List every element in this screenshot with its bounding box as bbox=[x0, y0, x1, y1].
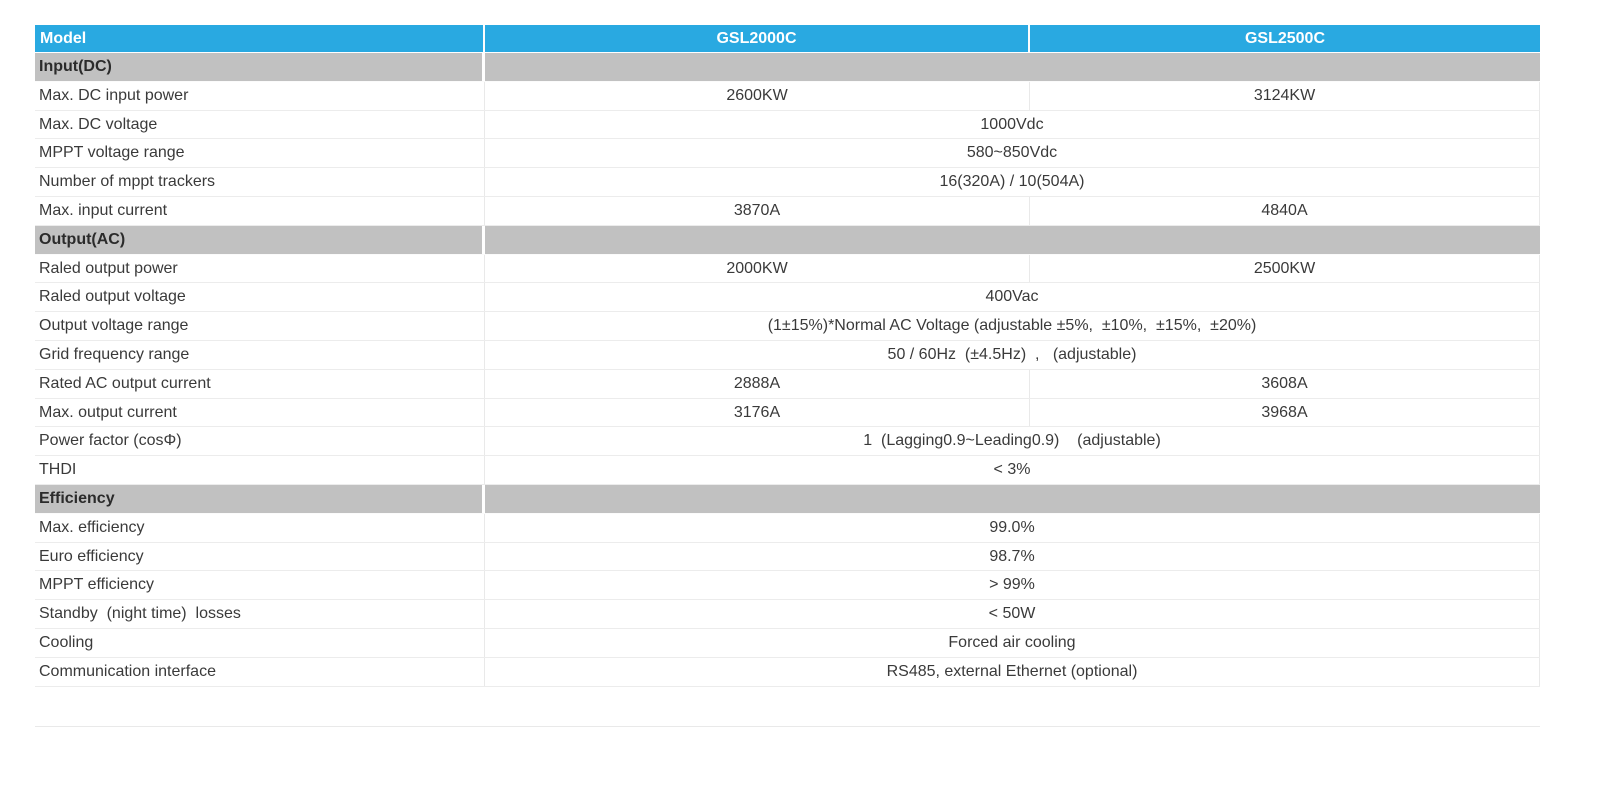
table-row: Communication interface RS485, external E… bbox=[35, 657, 1540, 687]
section-header-row: Output(AC) bbox=[35, 225, 1540, 255]
bottom-divider bbox=[35, 726, 1540, 727]
spec-value-shared: 98.7% bbox=[485, 542, 1540, 571]
spec-value-gsl2500c: 3124KW bbox=[1030, 81, 1540, 110]
spec-value-gsl2000c: 2600KW bbox=[485, 81, 1030, 110]
table-row: Euro efficiency 98.7% bbox=[35, 542, 1540, 572]
spec-value-shared: 1000Vdc bbox=[485, 110, 1540, 139]
table-row: Max. DC input power 2600KW 3124KW bbox=[35, 81, 1540, 111]
table-row: THDI < 3% bbox=[35, 456, 1540, 485]
spec-value-shared: < 50W bbox=[485, 600, 1540, 628]
table-row: Max. input current 3870A 4840A bbox=[35, 196, 1540, 226]
section-title: Output(AC) bbox=[35, 225, 485, 254]
spec-value-shared: < 3% bbox=[485, 456, 1540, 484]
spec-label: Grid frequency range bbox=[35, 340, 485, 369]
table-row: MPPT efficiency > 99% bbox=[35, 571, 1540, 601]
spec-label: Communication interface bbox=[35, 657, 485, 686]
spec-value-shared: (1±15%)*Normal AC Voltage (adjustable ±5… bbox=[485, 312, 1540, 340]
table-row: Raled output voltage 400Vac bbox=[35, 283, 1540, 313]
spec-label: Max. DC input power bbox=[35, 81, 485, 110]
spec-label: Raled output voltage bbox=[35, 283, 485, 312]
spec-label: Cooling bbox=[35, 628, 485, 657]
spec-label: MPPT voltage range bbox=[35, 139, 485, 168]
spec-label: Max. DC voltage bbox=[35, 110, 485, 139]
spec-value-shared: RS485, external Ethernet (optional) bbox=[485, 657, 1540, 686]
spec-label: Euro efficiency bbox=[35, 542, 485, 571]
spec-value-gsl2500c: 2500KW bbox=[1030, 254, 1540, 283]
table-row: Output voltage range (1±15%)*Normal AC Vo… bbox=[35, 312, 1540, 341]
section-filler bbox=[485, 485, 1540, 513]
spec-label: Raled output power bbox=[35, 254, 485, 283]
table-row: MPPT voltage range 580~850Vdc bbox=[35, 139, 1540, 169]
table-row: Raled output power 2000KW 2500KW bbox=[35, 254, 1540, 284]
spec-label: Max. efficiency bbox=[35, 513, 485, 542]
section-title: Input(DC) bbox=[35, 53, 485, 81]
spec-value-gsl2500c: 4840A bbox=[1030, 196, 1540, 225]
spec-value-shared: > 99% bbox=[485, 571, 1540, 600]
table-row: Standby (night time) losses < 50W bbox=[35, 600, 1540, 629]
spec-value-shared: 16(320A) / 10(504A) bbox=[485, 168, 1540, 196]
spec-label: Max. input current bbox=[35, 196, 485, 225]
column-header-row: Model GSL2000C GSL2500C bbox=[35, 25, 1540, 53]
spec-value-shared: 580~850Vdc bbox=[485, 139, 1540, 168]
section-header-row: Efficiency bbox=[35, 484, 1540, 514]
section-filler bbox=[485, 53, 1540, 81]
table-row: Rated AC output current 2888A 3608A bbox=[35, 369, 1540, 399]
spec-label: MPPT efficiency bbox=[35, 571, 485, 600]
section-header-row: Input(DC) bbox=[35, 53, 1540, 82]
table-row: Cooling Forced air cooling bbox=[35, 628, 1540, 658]
spec-value-gsl2000c: 3176A bbox=[485, 398, 1030, 427]
spec-value-gsl2000c: 2000KW bbox=[485, 254, 1030, 283]
spec-label: Standby (night time) losses bbox=[35, 600, 485, 628]
table-row: Max. DC voltage 1000Vdc bbox=[35, 110, 1540, 140]
table-row: Number of mppt trackers 16(320A) / 10(504… bbox=[35, 168, 1540, 197]
spec-label: Power factor (cosΦ) bbox=[35, 427, 485, 456]
spec-label: Output voltage range bbox=[35, 312, 485, 340]
spec-label: Max. output current bbox=[35, 398, 485, 427]
spec-label: THDI bbox=[35, 456, 485, 484]
spec-label: Rated AC output current bbox=[35, 369, 485, 398]
spec-value-shared: 1 (Lagging0.9~Leading0.9) (adjustable) bbox=[485, 427, 1540, 456]
spec-label: Number of mppt trackers bbox=[35, 168, 485, 196]
column-header-gsl2000c: GSL2000C bbox=[485, 25, 1030, 52]
spec-value-shared: 50 / 60Hz (±4.5Hz) , (adjustable) bbox=[485, 340, 1540, 369]
column-header-model: Model bbox=[35, 25, 485, 52]
table-row: Max. efficiency 99.0% bbox=[35, 513, 1540, 543]
spec-value-gsl2000c: 3870A bbox=[485, 196, 1030, 225]
spec-value-gsl2000c: 2888A bbox=[485, 369, 1030, 398]
spec-table-body: Input(DC) Max. DC input power 2600KW 3124KW… bbox=[35, 53, 1540, 687]
section-title: Efficiency bbox=[35, 484, 485, 513]
table-row: Grid frequency range 50 / 60Hz (±4.5Hz) ,… bbox=[35, 340, 1540, 370]
spec-value-gsl2500c: 3968A bbox=[1030, 398, 1540, 427]
spec-table: Model GSL2000C GSL2500C Input(DC) Max. DC… bbox=[35, 25, 1540, 687]
spec-value-shared: 400Vac bbox=[485, 283, 1540, 312]
spec-value-gsl2500c: 3608A bbox=[1030, 369, 1540, 398]
spec-value-shared: Forced air cooling bbox=[485, 628, 1540, 657]
table-row: Power factor (cosΦ) 1 (Lagging0.9~Leading… bbox=[35, 427, 1540, 457]
table-row: Max. output current 3176A 3968A bbox=[35, 398, 1540, 428]
spec-value-shared: 99.0% bbox=[485, 513, 1540, 542]
column-header-gsl2500c: GSL2500C bbox=[1244, 30, 1326, 47]
section-filler bbox=[485, 226, 1540, 254]
